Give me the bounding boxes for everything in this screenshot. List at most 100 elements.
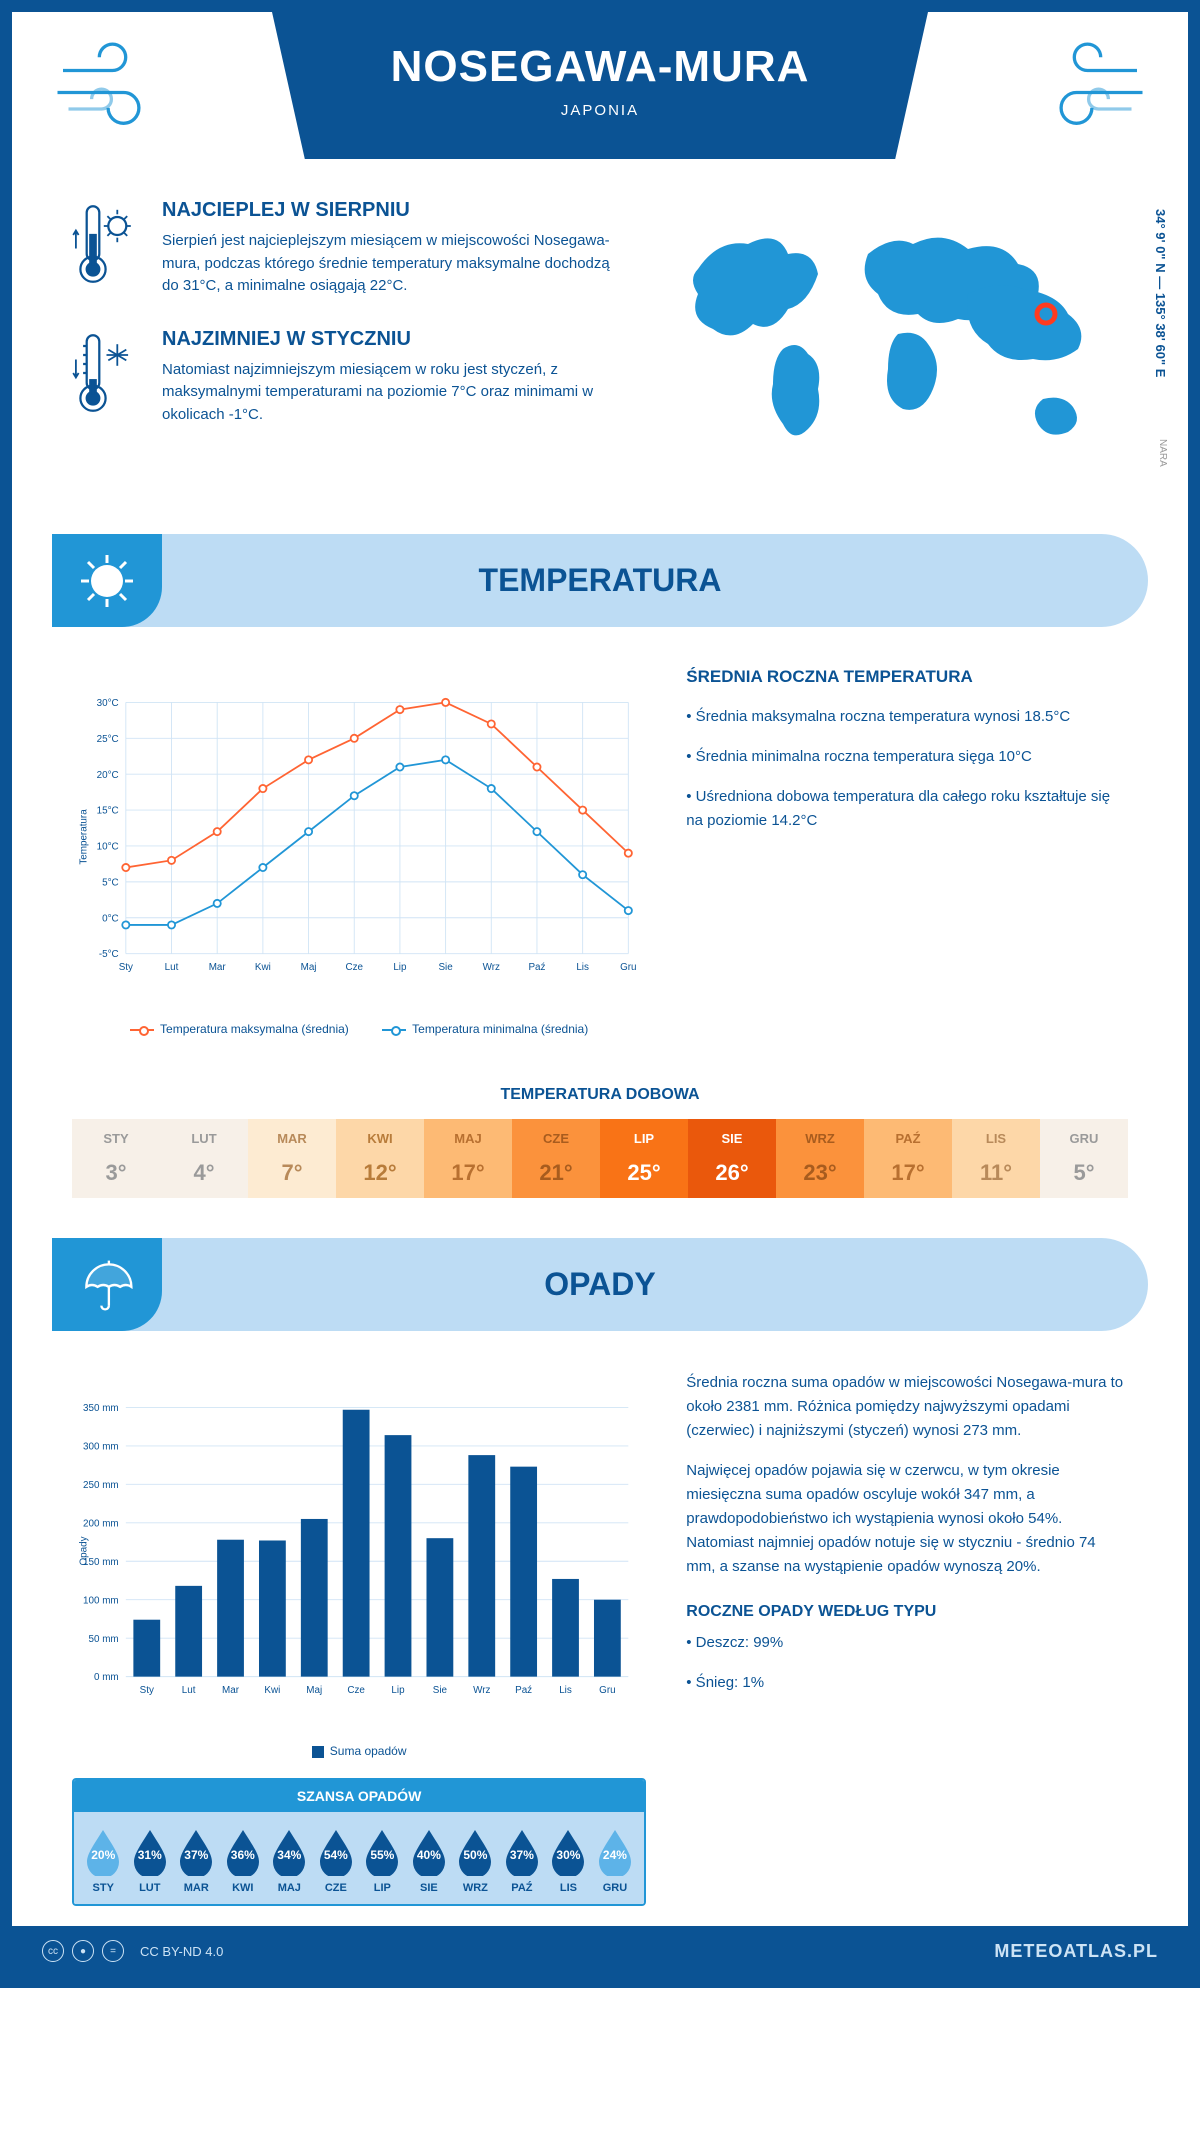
chance-cell: 34%MAJ xyxy=(266,1826,313,1894)
annual-type-title: ROCZNE OPADY WEDŁUG TYPU xyxy=(686,1603,1128,1621)
annual-temp-title: ŚREDNIA ROCZNA TEMPERATURA xyxy=(686,667,1128,687)
svg-text:Paź: Paź xyxy=(528,962,545,973)
temp-chart-legend: Temperatura maksymalna (średnia) Tempera… xyxy=(72,1022,646,1036)
svg-text:Lip: Lip xyxy=(393,962,407,973)
page-footer: cc ● = CC BY-ND 4.0 METEOATLAS.PL xyxy=(12,1926,1188,1976)
svg-text:Lut: Lut xyxy=(182,1685,196,1696)
precip-text-1: Średnia roczna suma opadów w miejscowośc… xyxy=(686,1371,1128,1443)
svg-text:Temperatura: Temperatura xyxy=(78,809,89,865)
chance-cell: 36%KWI xyxy=(220,1826,267,1894)
thermometer-cold-icon xyxy=(62,328,142,427)
svg-text:Gru: Gru xyxy=(620,962,636,973)
by-icon: ● xyxy=(72,1940,94,1962)
daily-temp-cell: GRU5° xyxy=(1040,1119,1128,1198)
svg-text:10°C: 10°C xyxy=(97,842,119,853)
svg-text:20°C: 20°C xyxy=(97,770,119,781)
thermometer-hot-icon xyxy=(62,199,142,298)
nd-icon: = xyxy=(102,1940,124,1962)
svg-text:Gru: Gru xyxy=(599,1685,615,1696)
page-header: NOSEGAWA-MURA JAPONIA xyxy=(272,12,928,159)
svg-text:5°C: 5°C xyxy=(102,877,119,888)
wind-icon-right xyxy=(1038,42,1148,146)
warmest-title: NAJCIEPLEJ W SIERPNIU xyxy=(162,199,628,222)
annual-temp-bullet-2: • Uśredniona dobowa temperatura dla całe… xyxy=(686,785,1128,833)
svg-text:250 mm: 250 mm xyxy=(83,1480,119,1491)
svg-text:Cze: Cze xyxy=(347,1685,365,1696)
daily-temp-cell: LUT4° xyxy=(160,1119,248,1198)
umbrella-icon xyxy=(52,1238,162,1331)
chance-cell: 37%PAŹ xyxy=(499,1826,546,1894)
precip-text-2: Najwięcej opadów pojawia się w czerwcu, … xyxy=(686,1459,1128,1579)
svg-text:Sty: Sty xyxy=(140,1685,154,1696)
coldest-block: NAJZIMNIEJ W STYCZNIU Natomiast najzimni… xyxy=(62,328,628,427)
chance-cell: 50%WRZ xyxy=(452,1826,499,1894)
svg-text:Sie: Sie xyxy=(438,962,453,973)
chance-cell: 30%LIS xyxy=(545,1826,592,1894)
svg-text:Wrz: Wrz xyxy=(483,962,500,973)
svg-text:-5°C: -5°C xyxy=(99,949,119,960)
temperature-line-chart: -5°C0°C5°C10°C15°C20°C25°C30°CStyLutMarK… xyxy=(72,667,646,1007)
svg-text:Opady: Opady xyxy=(78,1536,89,1565)
precipitation-banner-title: OPADY xyxy=(544,1266,655,1302)
daily-temp-cell: LIS11° xyxy=(952,1119,1040,1198)
daily-temp-cell: MAR7° xyxy=(248,1119,336,1198)
warmest-block: NAJCIEPLEJ W SIERPNIU Sierpień jest najc… xyxy=(62,199,628,298)
svg-text:350 mm: 350 mm xyxy=(83,1403,119,1414)
annual-temp-bullet-1: • Średnia minimalna roczna temperatura s… xyxy=(686,745,1128,769)
svg-text:Kwi: Kwi xyxy=(255,962,271,973)
cc-icon: cc xyxy=(42,1940,64,1962)
precip-chance-title: SZANSA OPADÓW xyxy=(74,1780,644,1812)
svg-text:Lut: Lut xyxy=(165,962,179,973)
chance-cell: 40%SIE xyxy=(406,1826,453,1894)
svg-text:Lis: Lis xyxy=(559,1685,572,1696)
location-title: NOSEGAWA-MURA xyxy=(292,42,908,92)
svg-text:Paź: Paź xyxy=(515,1685,532,1696)
svg-text:50 mm: 50 mm xyxy=(89,1634,119,1645)
svg-text:30°C: 30°C xyxy=(97,698,119,709)
svg-text:200 mm: 200 mm xyxy=(83,1518,119,1529)
precip-chart-legend: Suma opadów xyxy=(72,1744,646,1758)
chance-cell: 20%STY xyxy=(80,1826,127,1894)
daily-temp-title: TEMPERATURA DOBOWA xyxy=(12,1086,1188,1104)
world-map xyxy=(658,199,1138,479)
svg-text:300 mm: 300 mm xyxy=(83,1441,119,1452)
daily-temp-cell: LIP25° xyxy=(600,1119,688,1198)
license-label: CC BY-ND 4.0 xyxy=(140,1944,223,1959)
coordinates-label: 34° 9' 0" N — 135° 38' 60" E xyxy=(1153,209,1168,377)
annual-type-snow: • Śnieg: 1% xyxy=(686,1671,1128,1695)
wind-icon-left xyxy=(52,42,162,146)
chance-cell: 37%MAR xyxy=(173,1826,220,1894)
chance-cell: 24%GRU xyxy=(592,1826,639,1894)
svg-text:Kwi: Kwi xyxy=(264,1685,280,1696)
daily-temp-grid: STY3°LUT4°MAR7°KWI12°MAJ17°CZE21°LIP25°S… xyxy=(72,1119,1128,1198)
svg-text:Maj: Maj xyxy=(301,962,317,973)
daily-temp-cell: WRZ23° xyxy=(776,1119,864,1198)
precipitation-bar-chart: 0 mm50 mm100 mm150 mm200 mm250 mm300 mm3… xyxy=(72,1371,646,1731)
svg-text:100 mm: 100 mm xyxy=(83,1595,119,1606)
daily-temp-cell: PAŹ17° xyxy=(864,1119,952,1198)
svg-text:Wrz: Wrz xyxy=(473,1685,490,1696)
daily-temp-cell: KWI12° xyxy=(336,1119,424,1198)
temperature-banner: TEMPERATURA xyxy=(52,534,1148,627)
country-label: JAPONIA xyxy=(292,102,908,119)
svg-text:Lip: Lip xyxy=(391,1685,405,1696)
coldest-title: NAJZIMNIEJ W STYCZNIU xyxy=(162,328,628,351)
svg-text:0°C: 0°C xyxy=(102,913,119,924)
precip-chance-box: SZANSA OPADÓW 20%STY31%LUT37%MAR36%KWI34… xyxy=(72,1778,646,1906)
daily-temp-cell: STY3° xyxy=(72,1119,160,1198)
svg-text:Lis: Lis xyxy=(576,962,589,973)
svg-text:Cze: Cze xyxy=(345,962,363,973)
site-label: METEOATLAS.PL xyxy=(994,1941,1158,1962)
sun-icon xyxy=(52,534,162,627)
svg-text:Maj: Maj xyxy=(306,1685,322,1696)
precipitation-banner: OPADY xyxy=(52,1238,1148,1331)
daily-temp-cell: CZE21° xyxy=(512,1119,600,1198)
daily-temp-cell: MAJ17° xyxy=(424,1119,512,1198)
svg-text:25°C: 25°C xyxy=(97,734,119,745)
region-label: NARA xyxy=(1157,439,1168,467)
coldest-text: Natomiast najzimniejszym miesiącem w rok… xyxy=(162,359,628,427)
chance-cell: 55%LIP xyxy=(359,1826,406,1894)
svg-text:0 mm: 0 mm xyxy=(94,1672,119,1683)
annual-type-rain: • Deszcz: 99% xyxy=(686,1631,1128,1655)
chance-cell: 31%LUT xyxy=(127,1826,174,1894)
